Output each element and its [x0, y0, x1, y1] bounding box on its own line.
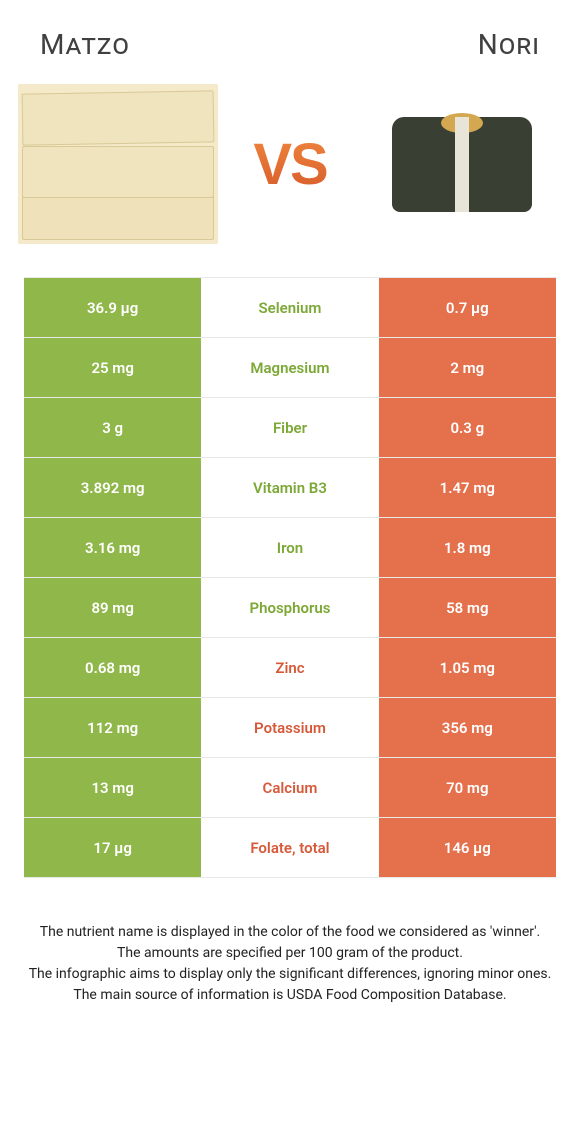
nutrient-label: Folate, total [201, 818, 378, 877]
hero-row: VS [0, 79, 580, 277]
table-row: 89 mgPhosphorus58 mg [24, 578, 556, 638]
table-row: 112 mgPotassium356 mg [24, 698, 556, 758]
nutrient-label: Fiber [201, 398, 378, 457]
nutrient-label: Selenium [201, 278, 378, 337]
comparison-table: 36.9 µgSelenium0.7 µg25 mgMagnesium2 mg3… [24, 277, 556, 878]
left-value: 3.892 mg [24, 458, 201, 517]
nutrient-label: Vitamin B3 [201, 458, 378, 517]
nutrient-label: Iron [201, 518, 378, 577]
nutrient-label: Zinc [201, 638, 378, 697]
footnote-line: The nutrient name is displayed in the co… [18, 922, 562, 943]
right-value: 1.47 mg [379, 458, 556, 517]
left-value: 36.9 µg [24, 278, 201, 337]
left-value: 89 mg [24, 578, 201, 637]
left-value: 17 µg [24, 818, 201, 877]
right-value: 356 mg [379, 698, 556, 757]
right-value: 1.8 mg [379, 518, 556, 577]
title-right: Nori [478, 28, 540, 61]
nutrient-label: Phosphorus [201, 578, 378, 637]
right-value: 0.3 g [379, 398, 556, 457]
right-value: 146 µg [379, 818, 556, 877]
nutrient-label: Magnesium [201, 338, 378, 397]
left-value: 13 mg [24, 758, 201, 817]
left-value: 3 g [24, 398, 201, 457]
table-row: 3 gFiber0.3 g [24, 398, 556, 458]
right-value: 70 mg [379, 758, 556, 817]
footnote-line: The amounts are specified per 100 gram o… [18, 943, 562, 964]
right-value: 1.05 mg [379, 638, 556, 697]
table-row: 0.68 mgZinc1.05 mg [24, 638, 556, 698]
table-row: 3.16 mgIron1.8 mg [24, 518, 556, 578]
nori-image [362, 79, 562, 249]
left-value: 3.16 mg [24, 518, 201, 577]
table-row: 25 mgMagnesium2 mg [24, 338, 556, 398]
footnote-line: The main source of information is USDA F… [18, 985, 562, 1006]
footnotes: The nutrient name is displayed in the co… [0, 878, 580, 1006]
right-value: 0.7 µg [379, 278, 556, 337]
left-value: 0.68 mg [24, 638, 201, 697]
title-left: Matzo [40, 28, 130, 61]
left-value: 112 mg [24, 698, 201, 757]
left-value: 25 mg [24, 338, 201, 397]
matzo-image [18, 79, 218, 249]
table-row: 17 µgFolate, total146 µg [24, 818, 556, 878]
nutrient-label: Potassium [201, 698, 378, 757]
table-row: 13 mgCalcium70 mg [24, 758, 556, 818]
nutrient-label: Calcium [201, 758, 378, 817]
right-value: 2 mg [379, 338, 556, 397]
footnote-line: The infographic aims to display only the… [18, 964, 562, 985]
titles-row: Matzo Nori [0, 0, 580, 79]
table-row: 3.892 mgVitamin B31.47 mg [24, 458, 556, 518]
right-value: 58 mg [379, 578, 556, 637]
vs-badge: VS [253, 131, 326, 198]
table-row: 36.9 µgSelenium0.7 µg [24, 278, 556, 338]
